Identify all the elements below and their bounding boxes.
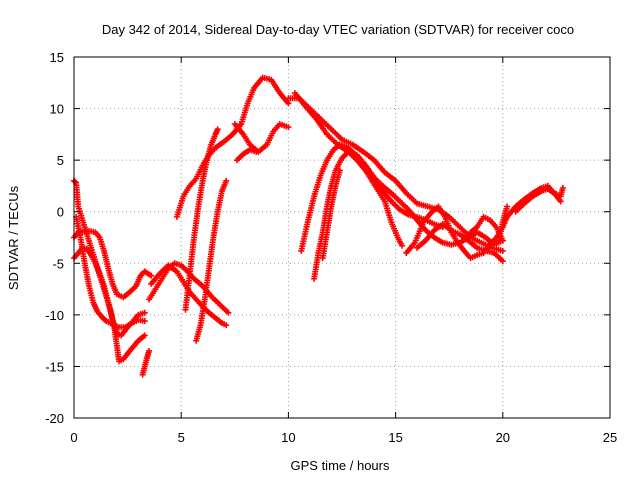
series-arc-21 — [495, 203, 511, 246]
series-arc-5 — [139, 347, 153, 378]
series-arc-22 — [504, 182, 564, 220]
grid-lines — [74, 57, 610, 418]
series-arc-8 — [173, 74, 292, 220]
x-tick-label: 15 — [388, 430, 402, 445]
data-point — [336, 167, 343, 174]
data-point — [146, 347, 153, 354]
series-arc-12 — [233, 146, 260, 164]
data-point — [285, 100, 292, 107]
series-arc-2 — [71, 228, 155, 301]
series-arc-19 — [414, 221, 506, 265]
data-point — [141, 318, 148, 325]
x-tick-label: 20 — [496, 430, 510, 445]
data-point — [557, 198, 564, 205]
data-point — [141, 332, 148, 339]
series-arc-11 — [231, 121, 292, 155]
data-point — [559, 184, 566, 191]
y-tick-label: 15 — [50, 50, 64, 65]
data-point — [504, 203, 511, 210]
y-axis-label: SDTVAR / TECUs — [6, 185, 21, 290]
x-tick-label: 5 — [178, 430, 185, 445]
data-point — [223, 322, 230, 329]
data-point — [214, 126, 221, 133]
data-points — [71, 74, 566, 378]
x-tick-label: 0 — [70, 430, 77, 445]
data-point — [141, 309, 148, 316]
data-point — [253, 148, 260, 155]
series-arc-4 — [73, 213, 148, 331]
data-point — [148, 272, 155, 279]
y-tick-label: -15 — [45, 359, 64, 374]
series-arc-9 — [182, 126, 221, 313]
data-point — [225, 309, 232, 316]
series-arc-23 — [512, 184, 566, 215]
x-tick-label: 10 — [281, 430, 295, 445]
data-point — [223, 177, 230, 184]
y-tick-label: -20 — [45, 411, 64, 426]
data-point — [72, 178, 79, 185]
y-tick-label: 0 — [57, 205, 64, 220]
y-tick-label: -5 — [52, 256, 64, 271]
axis-ticks: 0 5 10 15 20 25 -20 -15 -10 -5 0 5 10 15 — [45, 50, 617, 445]
data-point — [285, 124, 292, 131]
series-arc-10 — [193, 177, 230, 344]
y-tick-label: 5 — [57, 153, 64, 168]
data-point — [399, 242, 406, 249]
y-tick-label: 10 — [50, 102, 64, 117]
data-point — [499, 247, 506, 254]
plot-frame — [73, 56, 611, 419]
chart-title: Day 342 of 2014, Sidereal Day-to-day VTE… — [102, 22, 574, 37]
x-axis-label: GPS time / hours — [291, 458, 390, 473]
data-point — [499, 258, 506, 265]
x-tick-label: 25 — [603, 430, 617, 445]
y-tick-label: -10 — [45, 308, 64, 323]
series-arc-17 — [319, 167, 343, 262]
